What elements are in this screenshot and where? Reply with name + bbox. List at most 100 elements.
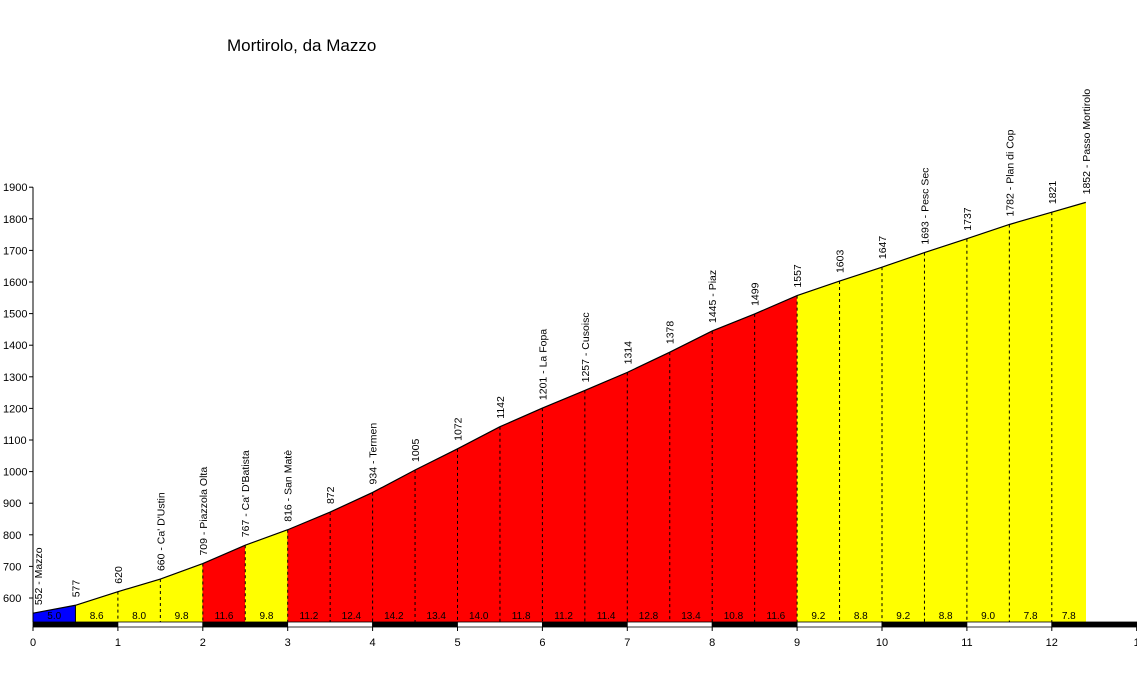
gradient-label-9: 13.4 <box>427 611 447 622</box>
point-label-1: 577 <box>70 580 82 598</box>
y-tick-label: 900 <box>3 498 21 510</box>
y-tick-label: 600 <box>3 593 21 605</box>
gradient-labels: 5.0 8.6 8.0 9.8 11.6 9.8 11.2 12.4 14.2 13.4 14.0 1… <box>47 611 1076 622</box>
segment-fill-18 <box>796 280 840 623</box>
segment-fill-20 <box>881 252 925 623</box>
y-tick-label: 1700 <box>3 245 27 257</box>
km-scale-band-10 <box>881 621 968 628</box>
x-tick-label: 2 <box>200 637 206 649</box>
point-label-12: 1201 - La Fopa <box>537 329 549 400</box>
y-tick-label: 1200 <box>3 403 27 415</box>
segment-fill-17 <box>754 295 798 623</box>
profile-line <box>32 201 1086 614</box>
x-tick-label: 1 <box>115 637 121 649</box>
y-tick-label: 800 <box>3 530 21 542</box>
gradient-label-1: 8.6 <box>90 611 104 622</box>
gradient-label-13: 11.4 <box>597 611 616 622</box>
gradient-label-11: 11.8 <box>512 611 531 622</box>
gradient-label-24: 7.8 <box>1062 611 1076 622</box>
x-tick-label: 3 <box>285 637 291 649</box>
point-label-5: 767 - Ca' D'Batista <box>240 450 252 537</box>
point-label-0: 552 - Mazzo <box>33 547 45 605</box>
point-label-23: 1782 - Plan di Cop <box>1004 129 1016 216</box>
y-tick-label: 1000 <box>3 467 27 479</box>
chart-title: Mortirolo, da Mazzo <box>227 36 377 55</box>
km-scale-band-2 <box>202 621 289 628</box>
gradient-label-5: 9.8 <box>260 611 274 622</box>
x-tick-label: 6 <box>539 637 545 649</box>
point-label-15: 1378 <box>665 321 677 345</box>
km-scale-band-3 <box>287 621 374 628</box>
x-tick-label: 7 <box>624 637 630 649</box>
point-label-16: 1445 - Piaz <box>707 270 719 323</box>
point-label-21: 1693 - Pesc Sec <box>919 168 931 245</box>
gradient-label-23: 7.8 <box>1024 611 1038 622</box>
gradient-label-15: 13.4 <box>681 611 701 622</box>
km-scale-band-5 <box>457 621 543 628</box>
x-tick-label: 4 <box>370 637 376 649</box>
y-tick-label: 1100 <box>3 435 27 447</box>
segment-fill-14 <box>627 351 670 623</box>
x-tick-label: 9 <box>794 637 800 649</box>
gradient-label-22: 9.0 <box>981 611 995 622</box>
point-label-10: 1072 <box>453 417 465 441</box>
gradient-label-21: 8.8 <box>939 611 953 622</box>
segment-fill-5 <box>245 529 288 623</box>
gradient-label-12: 11.2 <box>554 611 573 622</box>
segment-fill-13 <box>584 371 628 623</box>
profile-outline <box>32 201 1086 614</box>
km-scale-band-8 <box>711 621 798 628</box>
segment-fill-23 <box>1009 211 1053 623</box>
gradient-label-16: 10.8 <box>724 611 744 622</box>
y-tick-label: 1600 <box>3 277 27 289</box>
km-scale-band-9 <box>796 621 883 628</box>
x-tick-label: 0 <box>30 637 36 649</box>
segment-fill-12 <box>542 390 586 623</box>
segment-dividers <box>74 212 1053 622</box>
point-label-6: 816 - San Matè <box>283 450 295 522</box>
segment-fill-7 <box>329 492 373 623</box>
segment-fill-11 <box>499 407 543 623</box>
y-tick-label: 1300 <box>3 372 27 384</box>
point-labels: 552 - Mazzo 577 620 660 - Ca' D'Ustin 709 - … <box>33 89 1093 606</box>
segment-fill-15 <box>669 330 713 623</box>
y-tick-label: 1400 <box>3 340 27 352</box>
axes: 0 1 2 3 4 5 6 7 8 9 10 11 12 160070080090010001100120… <box>3 182 1137 649</box>
point-label-20: 1647 <box>877 236 889 260</box>
point-label-25: 1852 - Passo Mortirolo <box>1081 89 1093 195</box>
gradient-label-18: 9.2 <box>811 611 825 622</box>
gradient-label-0: 5.0 <box>47 611 61 622</box>
point-label-7: 872 <box>325 486 337 504</box>
y-tick-label: 1500 <box>3 309 27 321</box>
gradient-label-20: 9.2 <box>896 611 910 622</box>
x-tick-label: 12 <box>1046 637 1058 649</box>
segment-fill-8 <box>372 469 416 623</box>
point-label-19: 1603 <box>835 250 847 274</box>
point-label-8: 934 - Termen <box>368 423 380 485</box>
x-tick-label: 1 <box>1134 637 1137 649</box>
x-tick-label: 5 <box>454 637 460 649</box>
point-label-22: 1737 <box>962 207 974 231</box>
gradient-label-3: 9.8 <box>175 611 189 622</box>
segment-fill-22 <box>966 224 1010 623</box>
km-scale-band-4 <box>372 621 458 628</box>
x-tick-label: 10 <box>876 637 888 649</box>
gradient-label-10: 14.0 <box>469 611 489 622</box>
segment-fill-6 <box>287 511 331 623</box>
km-scale-band-0 <box>32 621 119 628</box>
gradient-label-14: 12.8 <box>639 611 659 622</box>
segment-fill-21 <box>924 238 968 623</box>
point-label-11: 1142 <box>495 396 507 419</box>
y-tick-label: 1900 <box>3 182 27 194</box>
km-scale-band-7 <box>626 621 713 628</box>
gradient-label-7: 12.4 <box>342 611 362 622</box>
gradient-label-8: 14.2 <box>384 611 404 622</box>
gradient-label-4: 11.6 <box>215 611 234 622</box>
km-scale-band-6 <box>542 621 628 628</box>
point-label-14: 1314 <box>622 341 634 365</box>
point-label-18: 1557 <box>792 264 804 288</box>
gradient-label-6: 11.2 <box>300 611 319 622</box>
x-tick-label: 8 <box>709 637 715 649</box>
gradient-label-19: 8.8 <box>854 611 868 622</box>
km-scale-band-11 <box>966 621 1053 628</box>
